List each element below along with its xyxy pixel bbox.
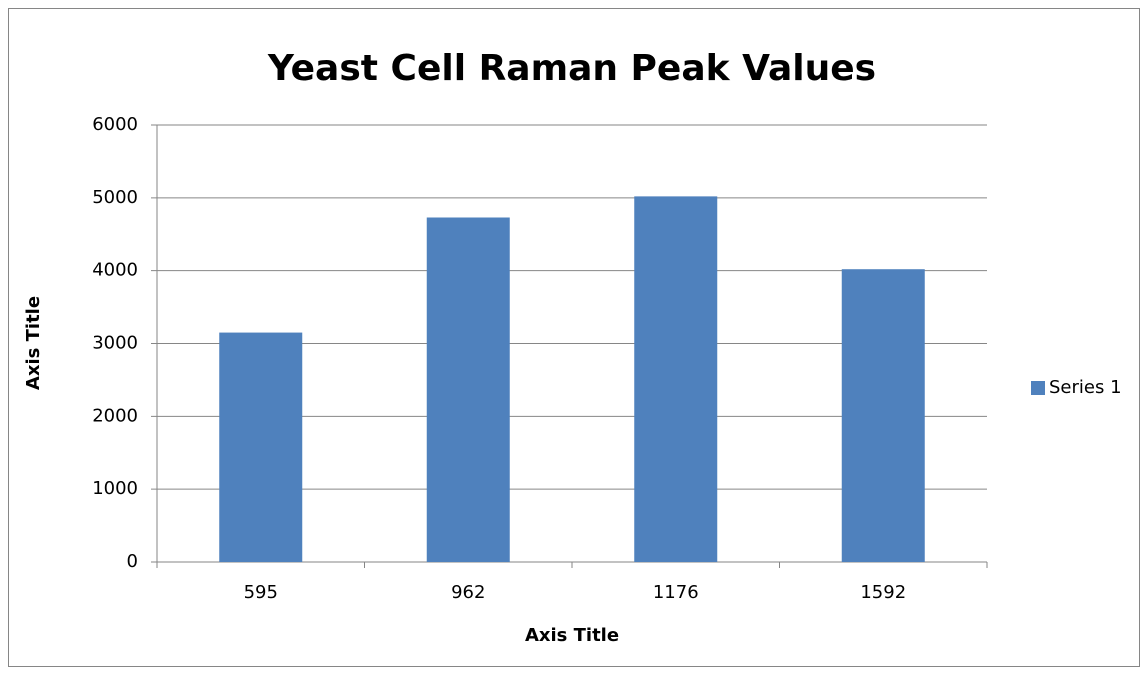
x-axis-title: Axis Title (525, 625, 619, 646)
bar (426, 217, 510, 562)
x-tick-label: 1592 (860, 582, 906, 603)
y-tick-label: 2000 (92, 405, 138, 426)
y-tick-label: 0 (127, 551, 138, 572)
legend-swatch (1031, 381, 1045, 395)
bar (634, 196, 718, 563)
x-tick-label: 595 (244, 582, 278, 603)
y-tick-label: 1000 (92, 478, 138, 499)
y-tick-label: 4000 (92, 260, 138, 281)
y-axis-title: Axis Title (23, 296, 44, 390)
y-tick-label: 6000 (92, 114, 138, 135)
y-tick-label: 5000 (92, 187, 138, 208)
chart-title: Yeast Cell Raman Peak Values (267, 48, 876, 89)
y-tick-label: 3000 (92, 333, 138, 354)
bar (219, 332, 303, 562)
legend-label: Series 1 (1049, 377, 1122, 398)
chart-frame (8, 8, 1140, 667)
x-tick-label: 962 (451, 582, 485, 603)
x-tick-label: 1176 (653, 582, 699, 603)
bar (841, 269, 925, 562)
